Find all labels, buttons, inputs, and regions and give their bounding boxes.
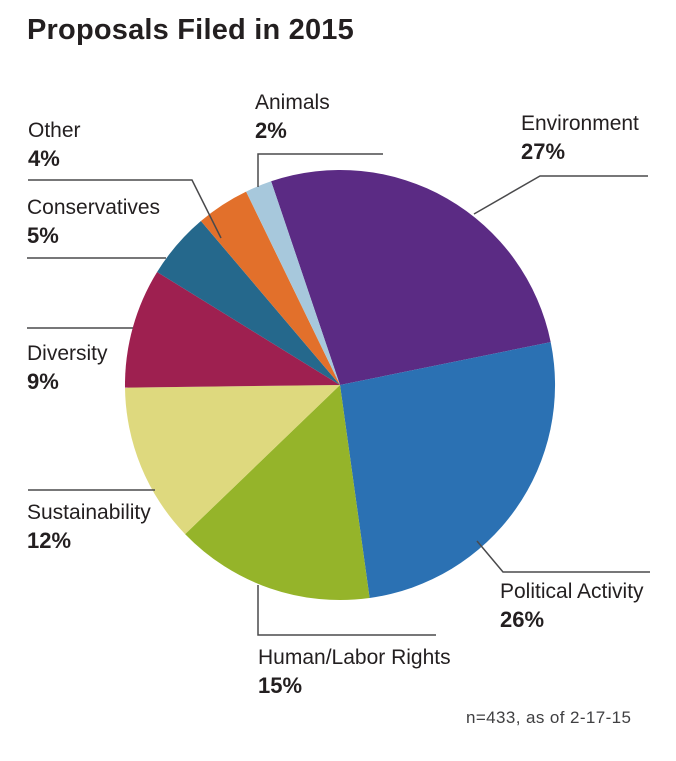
slice-pct-text: 27% — [521, 139, 566, 164]
slice-pct-text: 2% — [255, 118, 287, 143]
pie-slice-sustainability — [125, 385, 340, 535]
leader-line-political-activity — [476, 540, 650, 573]
leader-line-animals — [257, 153, 383, 187]
slice-label-text: Diversity — [27, 342, 108, 365]
chart-title: Proposals Filed in 2015 — [27, 14, 354, 46]
pie-slice-diversity — [124, 272, 340, 388]
slice-label-political-activity: Political Activity 26% — [500, 578, 644, 634]
leader-line-environment — [473, 175, 648, 215]
slice-label-diversity: Diversity 9% — [27, 340, 108, 396]
slice-label-text: Other — [28, 119, 81, 142]
slice-pct-text: 4% — [28, 146, 60, 171]
slice-pct-text: 26% — [500, 607, 545, 632]
pie-slice-conservatives — [157, 221, 340, 385]
sample-size-note: n=433, as of 2-17-15 — [466, 708, 632, 727]
pie-slice-other — [200, 191, 340, 385]
slice-label-sustainability: Sustainability 12% — [27, 499, 151, 555]
slice-label-other: Other 4% — [28, 117, 81, 173]
slice-label-environment: Environment 27% — [521, 110, 639, 166]
slice-label-text: Human/Labor Rights — [258, 646, 451, 669]
slice-pct-text: 15% — [258, 673, 303, 698]
slice-label-text: Political Activity — [500, 580, 644, 603]
slice-label-text: Animals — [255, 91, 330, 114]
slice-label-human-labor-rights: Human/Labor Rights 15% — [258, 644, 451, 700]
pie-slice-political-activity — [340, 342, 556, 598]
pie-slice-environment — [271, 169, 551, 385]
slice-pct-text: 9% — [27, 369, 59, 394]
slice-label-text: Conservatives — [27, 196, 161, 219]
leader-line-human-labor-rights — [257, 585, 436, 636]
pie-slice-animals — [246, 181, 340, 385]
pie-slice-human-labor-rights — [185, 385, 370, 601]
slice-label-conservatives: Conservatives 5% — [27, 194, 160, 250]
slice-label-animals: Animals 2% — [255, 89, 330, 145]
slice-pct-text: 12% — [27, 528, 72, 553]
leader-line-other — [28, 179, 222, 239]
slice-pct-text: 5% — [27, 223, 59, 248]
slice-label-text: Sustainability — [27, 501, 151, 524]
slice-label-text: Environment — [521, 112, 639, 135]
